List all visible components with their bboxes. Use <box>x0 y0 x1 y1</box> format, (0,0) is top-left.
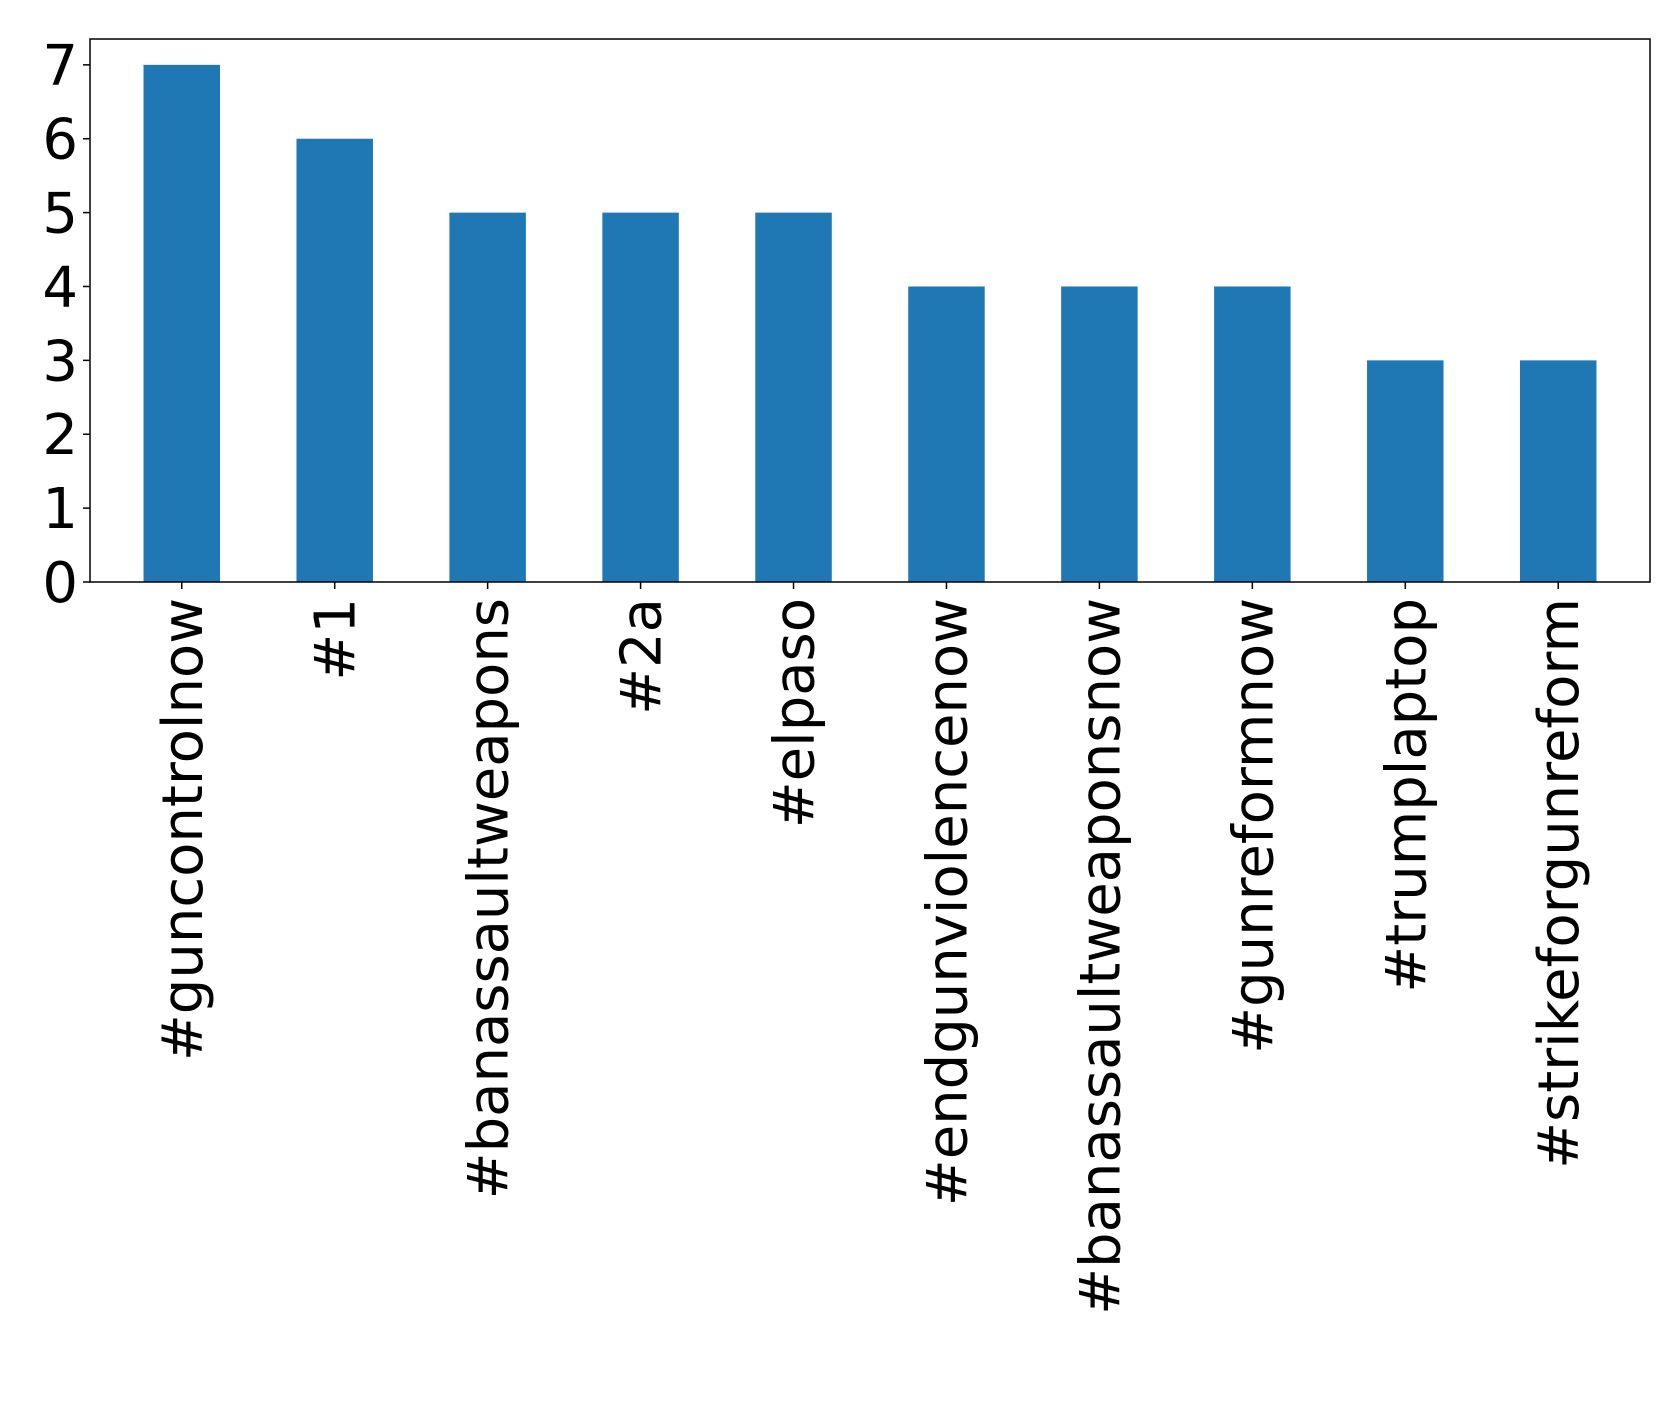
y-tick-label-7: 7 <box>42 34 78 99</box>
x-tick-label-0: #guncontrolnow <box>151 598 216 1061</box>
bars-layer <box>143 64 1597 583</box>
y-tick-label-0: 0 <box>42 551 78 616</box>
plot-frame <box>89 38 1651 583</box>
y-tick-label-5: 5 <box>42 182 78 247</box>
x-tick-label-4: #elpaso <box>763 598 828 828</box>
y-tick-label-2: 2 <box>42 403 78 468</box>
bar-3 <box>602 212 679 582</box>
x-tick-label-5: #endgunviolencenow <box>915 598 980 1206</box>
y-tick-label-3: 3 <box>42 329 78 394</box>
x-axis-ticks: #guncontrolnow #1 #banassaultweapons #2a #el… <box>151 582 1592 1315</box>
bar-4 <box>755 212 832 582</box>
bar-0 <box>143 64 220 583</box>
bar-6 <box>1061 286 1138 582</box>
x-tick-label-9: #strikeforgunreform <box>1527 598 1592 1169</box>
y-tick-label-4: 4 <box>42 255 78 320</box>
x-tick-label-7: #gunreformnow <box>1221 598 1286 1054</box>
bar-1 <box>296 138 373 583</box>
x-tick-label-6: #banassaultweaponsnow <box>1068 598 1133 1315</box>
bar-9 <box>1520 360 1597 582</box>
bar-8 <box>1367 360 1444 582</box>
y-axis-ticks: 0 1 2 3 4 5 6 7 <box>42 34 90 616</box>
x-tick-label-2: #banassaultweapons <box>457 598 522 1199</box>
bar-2 <box>449 212 526 582</box>
y-tick-label-6: 6 <box>42 108 78 173</box>
bar-7 <box>1214 286 1291 582</box>
x-tick-label-8: #trumplaptop <box>1374 598 1439 993</box>
bar-5 <box>908 286 985 582</box>
x-tick-label-3: #2a <box>610 598 675 715</box>
x-tick-label-1: #1 <box>304 598 369 681</box>
y-tick-label-1: 1 <box>42 477 78 542</box>
